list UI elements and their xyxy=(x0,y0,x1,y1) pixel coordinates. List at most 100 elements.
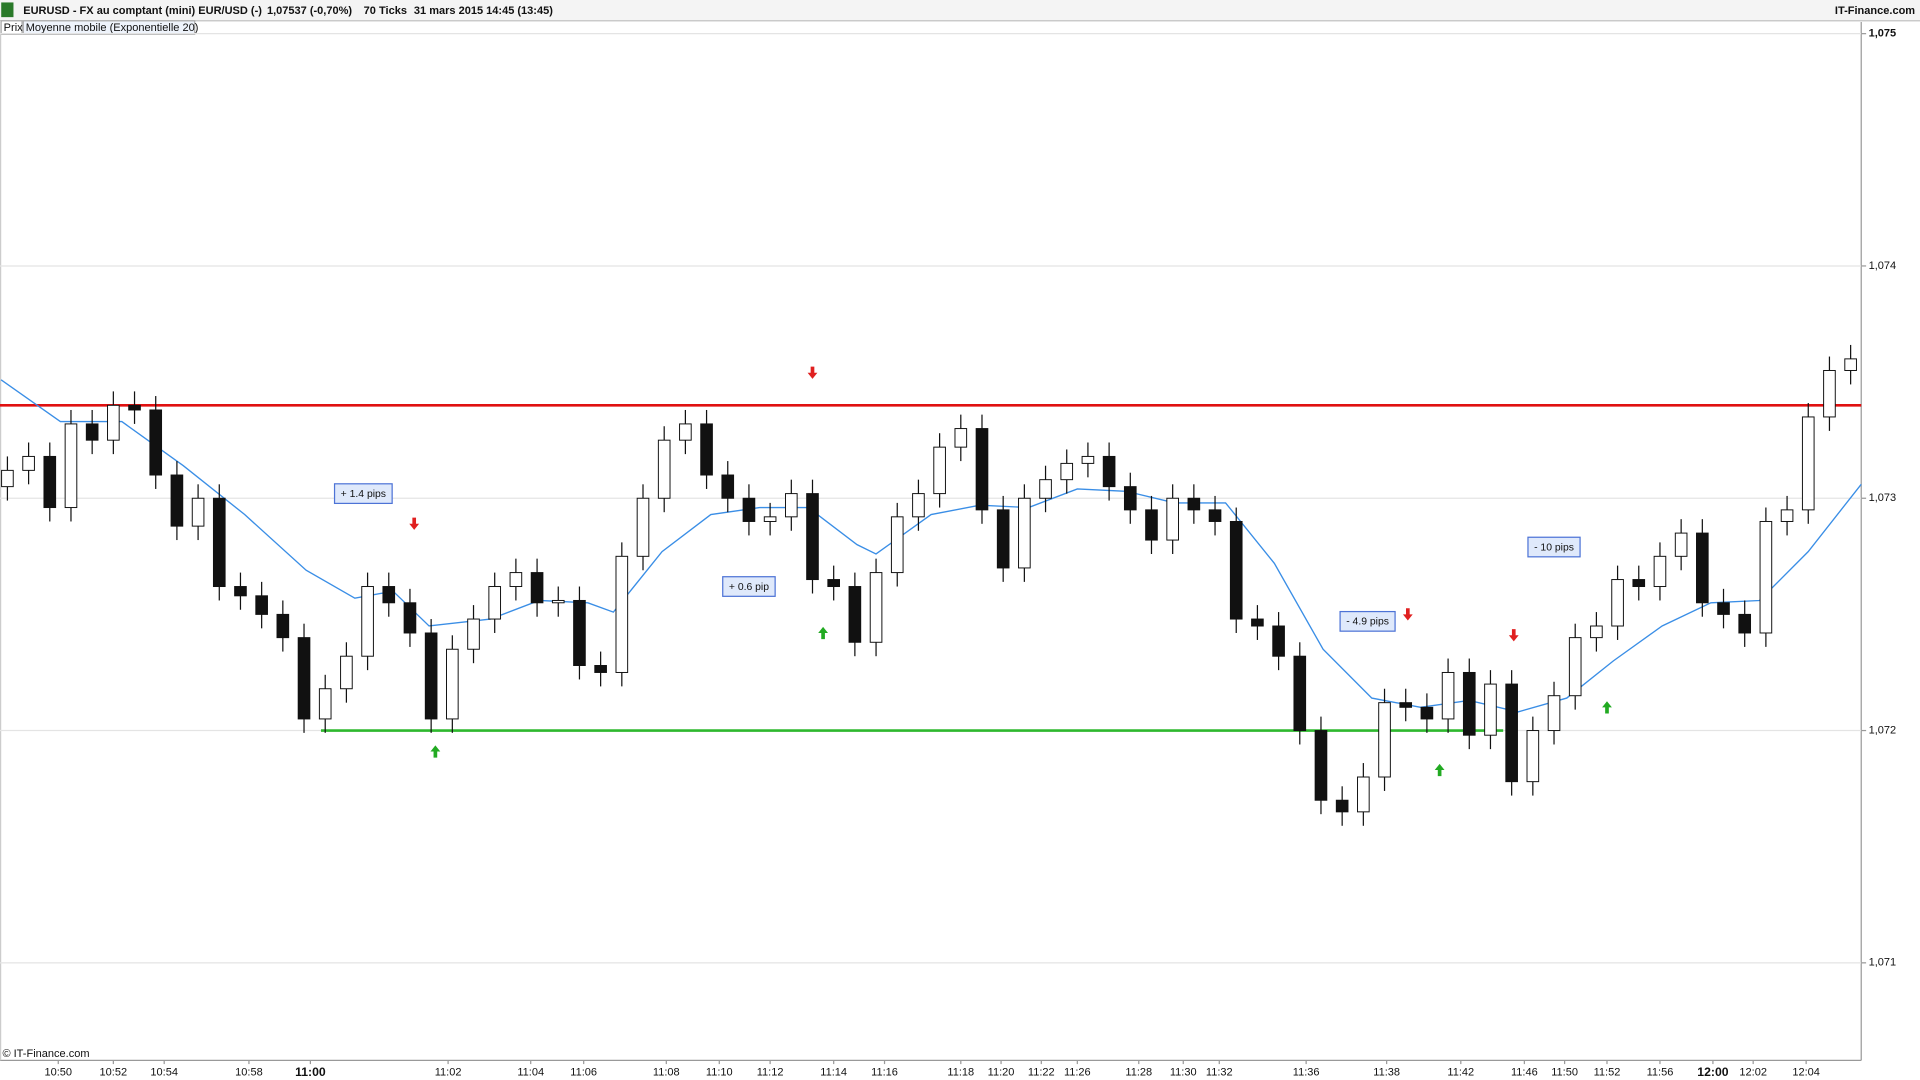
x-tick-label: 10:58 xyxy=(235,1067,263,1079)
candle-body xyxy=(1547,695,1561,732)
candle-body xyxy=(424,632,438,720)
candle-body xyxy=(954,428,968,448)
candle-body xyxy=(1696,532,1709,604)
interval: 70 Ticks xyxy=(364,5,407,17)
candle-body xyxy=(1272,625,1285,657)
candle-body xyxy=(615,555,629,673)
x-tick-label: 10:52 xyxy=(100,1067,128,1079)
x-tick-label: 11:52 xyxy=(1594,1067,1621,1079)
pips-box xyxy=(333,483,393,505)
candle-body xyxy=(1166,497,1179,541)
x-tick-label: 12:04 xyxy=(1792,1067,1820,1079)
x-tick-label: 11:20 xyxy=(988,1067,1015,1079)
x-tick-label: 11:02 xyxy=(435,1067,462,1079)
candle-body xyxy=(85,423,99,441)
candle-body xyxy=(1081,455,1095,464)
x-tick-label: 11:04 xyxy=(517,1067,544,1079)
signal-arrow xyxy=(807,366,818,379)
candle-body xyxy=(784,493,798,518)
candle-body xyxy=(361,586,374,657)
copyright: © IT-Finance.com xyxy=(2,1048,89,1060)
candle-body xyxy=(763,516,777,522)
x-tick-label: 11:08 xyxy=(653,1067,680,1079)
candle-body xyxy=(1505,683,1518,783)
candle-body xyxy=(64,423,78,509)
candle-body xyxy=(276,613,290,639)
candle-body xyxy=(1823,369,1836,418)
x-tick-label: 10:50 xyxy=(44,1067,72,1079)
pips-label: + 1.4 pips xyxy=(341,489,386,500)
y-tick-label: 1,073 xyxy=(1869,492,1897,504)
source: IT-Finance.com xyxy=(1835,5,1915,17)
candle-body xyxy=(1611,579,1624,627)
y-tick-label: 1,071 xyxy=(1869,957,1897,969)
x-tick-label: 11:56 xyxy=(1647,1067,1674,1079)
candle-body xyxy=(403,602,417,634)
candle-body xyxy=(1187,497,1201,511)
candle-body xyxy=(1526,730,1540,783)
candle-body xyxy=(827,579,841,588)
signal-arrow xyxy=(1602,701,1612,714)
x-tick-label: 11:46 xyxy=(1511,1067,1538,1079)
candle-body xyxy=(22,455,35,471)
x-tick-label: 11:32 xyxy=(1206,1067,1233,1079)
candle-body xyxy=(1844,358,1857,371)
candle-body xyxy=(1378,702,1391,778)
x-tick-label: 11:26 xyxy=(1064,1067,1091,1079)
candle-body xyxy=(530,572,544,604)
candle-body xyxy=(340,655,353,690)
candle-body xyxy=(975,428,989,511)
candle-body xyxy=(128,404,141,411)
candle-body xyxy=(1590,625,1603,639)
candle-body xyxy=(1145,509,1158,541)
candle-body xyxy=(1229,520,1243,620)
date: 31 mars 2015 14:45 (13:45) xyxy=(414,5,553,17)
candle-body xyxy=(806,493,819,581)
x-tick-label: 12:00 xyxy=(1697,1065,1728,1079)
candle-body xyxy=(1399,702,1413,708)
candle-body xyxy=(1484,683,1497,736)
candle-body xyxy=(1314,730,1328,801)
candle-body xyxy=(234,586,247,597)
candle-body xyxy=(1801,416,1815,511)
candle-body xyxy=(636,497,650,557)
candle-body xyxy=(1738,613,1752,634)
last-price: 1,07537 (-0,70%) xyxy=(267,5,352,17)
pips-box xyxy=(722,576,776,597)
candle-body xyxy=(551,599,565,604)
y-tick-label: 1,072 xyxy=(1869,724,1897,736)
pips-label: + 0.6 pip xyxy=(729,582,769,593)
candle-body xyxy=(1759,520,1773,634)
y-tick-label: 1,074 xyxy=(1869,260,1897,272)
candle-body xyxy=(1293,655,1307,732)
candle-body xyxy=(1568,637,1582,697)
x-tick-label: 11:50 xyxy=(1551,1067,1578,1079)
x-tick-label: 10:54 xyxy=(150,1067,178,1079)
candle-body xyxy=(1632,579,1646,588)
candle-body xyxy=(297,637,311,720)
candle-body xyxy=(1462,671,1476,736)
x-tick-label: 11:38 xyxy=(1373,1067,1400,1079)
candle-body xyxy=(446,648,459,720)
candle-body xyxy=(1653,555,1667,588)
x-tick-label: 12:02 xyxy=(1739,1067,1767,1079)
pips-box xyxy=(1527,536,1581,558)
candle-body xyxy=(869,572,883,643)
panel-label: Prix xyxy=(4,22,23,34)
candle-body xyxy=(1123,486,1137,511)
pips-box xyxy=(1339,610,1396,632)
candle-body xyxy=(1357,776,1370,813)
candle-body xyxy=(573,599,586,666)
x-tick-label: 11:42 xyxy=(1447,1067,1474,1079)
signal-arrow xyxy=(430,745,441,758)
candle-body xyxy=(1,469,14,488)
candle-body xyxy=(509,572,523,588)
x-tick-label: 11:10 xyxy=(706,1067,733,1079)
candle-body xyxy=(1335,799,1349,813)
candle-body xyxy=(721,474,735,499)
x-tick-label: 11:18 xyxy=(947,1067,974,1079)
candle-body xyxy=(318,688,332,720)
candle-body xyxy=(890,516,904,574)
